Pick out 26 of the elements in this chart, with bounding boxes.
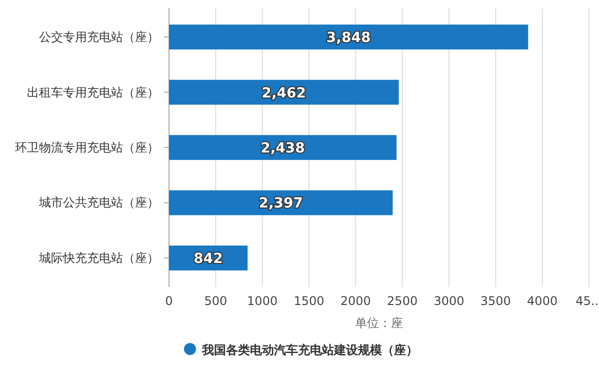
x-tick-label: 500 xyxy=(204,294,228,308)
bar xyxy=(169,80,399,105)
x-tick-label: 1500 xyxy=(294,294,324,308)
bar xyxy=(169,135,397,160)
x-tick-label: 4000 xyxy=(527,294,558,308)
data-label: 2,438 xyxy=(260,140,305,156)
bar xyxy=(169,24,528,50)
x-axis-title: 单位：座 xyxy=(355,316,403,330)
x-tick-label: 1000 xyxy=(247,294,278,308)
x-tick-label: 0 xyxy=(165,294,173,308)
x-tick-label: 3500 xyxy=(480,294,511,308)
y-tick-label: 公交专用充电站（座） xyxy=(39,30,159,44)
y-tick-label: 环卫物流专用充电站（座） xyxy=(15,140,159,154)
y-tick-label: 城际快充充电站（座） xyxy=(38,250,159,265)
data-label: 2,397 xyxy=(258,196,304,212)
data-label: 3,848 xyxy=(326,30,371,46)
data-label: 842 xyxy=(194,250,223,267)
data-label: 2,462 xyxy=(262,85,306,102)
y-tick-label: 出租车专用充电站（座） xyxy=(27,85,159,100)
x-tick-label: 3000 xyxy=(434,294,464,308)
x-tick-label: 45... xyxy=(576,294,599,308)
x-tick-label: 2000 xyxy=(340,294,371,308)
y-tick-label: 城市公共充电站（座） xyxy=(38,196,159,210)
bar xyxy=(169,190,393,216)
legend-label: 我国各类电动汽车充电站建设规模（座） xyxy=(201,343,418,357)
x-tick-label: 2500 xyxy=(387,294,418,308)
